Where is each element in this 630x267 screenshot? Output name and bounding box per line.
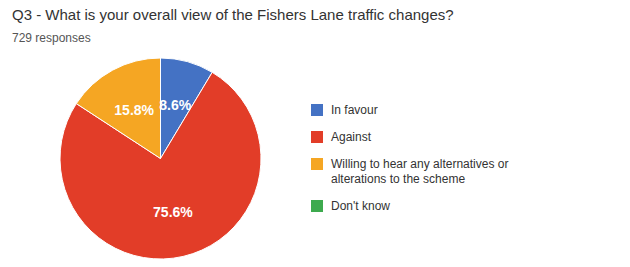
legend-item: Don't know xyxy=(311,199,390,213)
data-label: 15.8% xyxy=(114,102,154,118)
legend-label: Willing to hear any alternatives oralter… xyxy=(331,157,508,186)
legend-swatch xyxy=(311,158,323,170)
legend-item: In favour xyxy=(311,103,378,117)
legend-label: In favour xyxy=(331,103,378,117)
slice xyxy=(76,58,160,159)
legend-swatch xyxy=(311,200,323,212)
legend-item: Against xyxy=(311,130,372,144)
legend: In favour Against Willing to hear any alte… xyxy=(311,103,508,213)
legend-item: Willing to hear any alternatives oralter… xyxy=(311,157,508,186)
legend-label: Against xyxy=(331,130,372,144)
chart: Q3 - What is your overall view of the Fi… xyxy=(0,0,630,267)
legend-swatch xyxy=(311,104,323,116)
legend-swatch xyxy=(311,131,323,143)
pie xyxy=(60,58,261,259)
legend-label: Don't know xyxy=(331,199,390,213)
title: Q3 - What is your overall view of the Fi… xyxy=(12,6,454,23)
data-labels: 8.6% 75.6% 15.8% xyxy=(114,97,193,220)
data-label: 75.6% xyxy=(153,204,193,220)
subtitle: 729 responses xyxy=(12,31,91,45)
data-label: 8.6% xyxy=(159,97,191,113)
